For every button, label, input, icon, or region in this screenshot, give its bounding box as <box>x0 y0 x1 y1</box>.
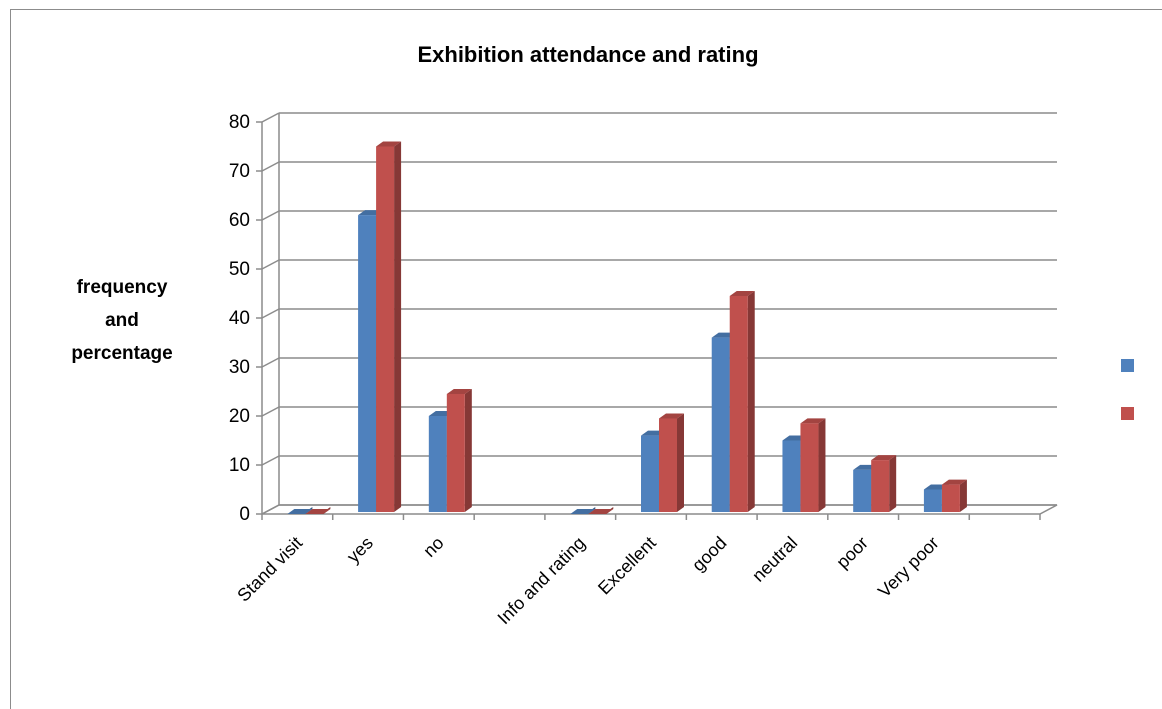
bar-top <box>446 388 472 394</box>
gridline-depth <box>261 504 280 515</box>
bar-front <box>376 146 395 512</box>
bar-side <box>747 290 755 512</box>
x-tick-labels: Stand visit yes no Info and rating Excellent… <box>233 533 942 629</box>
legend <box>1121 359 1134 420</box>
bar <box>376 141 402 512</box>
axes <box>256 121 1041 520</box>
bar-front <box>729 295 748 512</box>
y-tick-label: 10 <box>229 455 250 476</box>
legend-swatch <box>1121 359 1134 372</box>
gridline-depth <box>261 210 280 221</box>
bar-front <box>853 469 872 512</box>
bar <box>287 507 313 514</box>
bar-top <box>287 509 313 514</box>
bar-top <box>941 479 967 485</box>
gridline-depth <box>261 259 280 270</box>
bar-front <box>711 337 730 512</box>
y-tick-label: 0 <box>239 504 250 525</box>
y-axis-label-line-1: frequency <box>77 277 168 298</box>
bar-top <box>588 509 614 514</box>
bar-side <box>818 418 826 512</box>
bar-side <box>889 455 897 512</box>
x-tick-label: Very poor <box>874 533 943 602</box>
gridline-depth <box>261 406 280 417</box>
gridline-depth <box>261 455 280 466</box>
bar <box>570 507 596 514</box>
bar-front <box>782 440 801 512</box>
y-tick-label: 20 <box>229 406 250 427</box>
y-tick-labels: 0 10 20 30 40 50 60 70 80 <box>229 112 250 525</box>
bar-top <box>376 141 402 147</box>
bar-side <box>394 141 402 512</box>
bar-front <box>358 215 377 512</box>
bar-front <box>871 460 890 512</box>
x-tick-label: good <box>688 533 730 575</box>
bar-front <box>941 484 960 512</box>
y-axis-label-line-2: and <box>105 310 139 331</box>
bars <box>287 141 967 514</box>
bar-top <box>800 418 826 424</box>
y-tick-label: 60 <box>229 210 250 231</box>
bar-front <box>641 435 659 512</box>
bar <box>588 507 614 514</box>
chart-frame <box>10 9 1162 709</box>
bar-front <box>659 418 677 512</box>
gridline-depth <box>261 112 280 123</box>
bar-front <box>923 489 942 512</box>
bar-front <box>428 416 447 512</box>
chart-title: Exhibition attendance and rating <box>417 42 758 67</box>
bar-side <box>959 479 967 512</box>
bar <box>800 418 826 512</box>
bar-side <box>677 413 684 512</box>
bar-front <box>800 423 819 512</box>
x-tick-label: no <box>419 533 447 561</box>
y-tick-label: 40 <box>229 308 250 329</box>
x-tick-label: neutral <box>748 533 801 586</box>
bar-top <box>659 413 684 419</box>
bar-top <box>871 455 897 461</box>
x-tick-label: yes <box>343 533 377 567</box>
bar-top <box>305 509 331 514</box>
x-tick-label: Stand visit <box>233 533 306 606</box>
gridline-depth <box>261 308 280 319</box>
bar <box>729 290 755 512</box>
x-tick-label: poor <box>832 533 872 573</box>
bar-front <box>446 393 465 512</box>
bar-top <box>570 509 596 514</box>
x-tick-label: Info and rating <box>494 533 590 629</box>
gridline-depth <box>261 357 280 368</box>
legend-swatch <box>1121 407 1134 420</box>
bar <box>941 479 967 512</box>
bar <box>305 507 331 514</box>
gridline-depth <box>261 161 280 172</box>
bar <box>871 455 897 512</box>
bar-side <box>464 388 472 512</box>
y-tick-label: 50 <box>229 259 250 280</box>
bar <box>446 388 472 512</box>
x-tick-label: Excellent <box>594 533 660 599</box>
y-tick-label: 70 <box>229 161 250 182</box>
y-axis-label-line-3: percentage <box>71 343 172 364</box>
bar-top <box>729 290 755 296</box>
bar <box>659 413 684 512</box>
y-tick-label: 80 <box>229 112 250 133</box>
y-tick-label: 30 <box>229 357 250 378</box>
